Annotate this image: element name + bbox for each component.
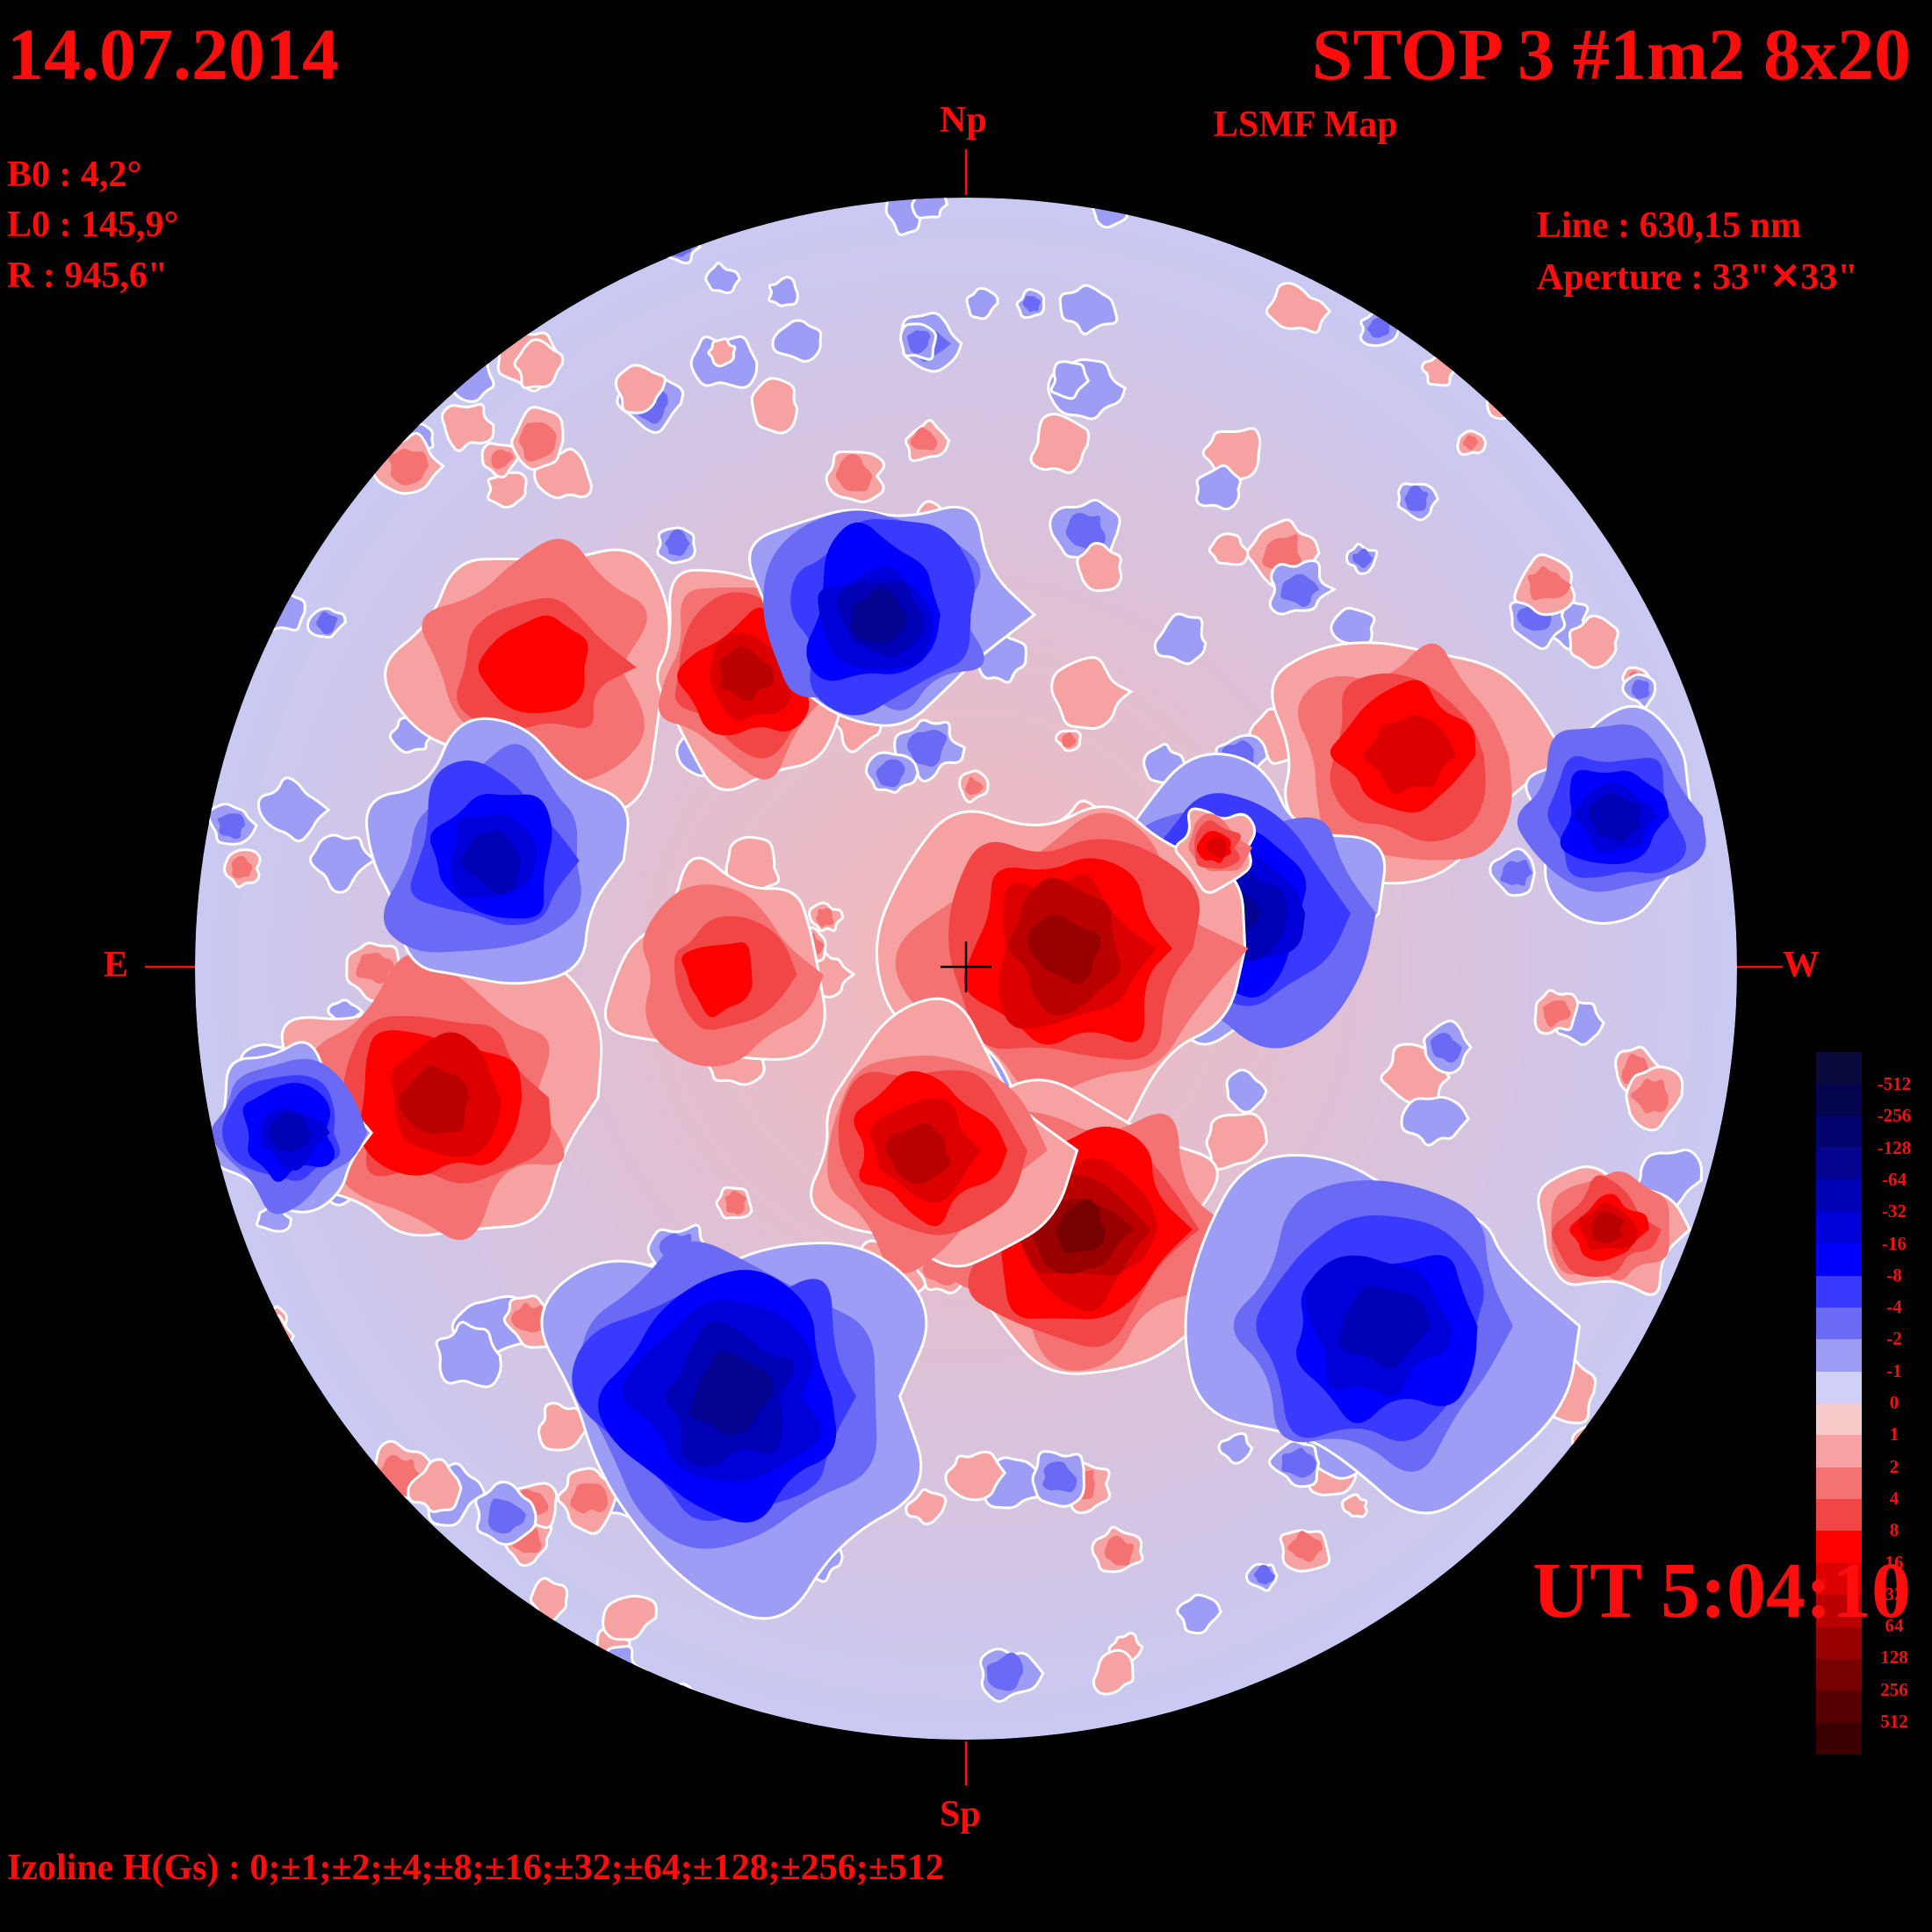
colorbar-segment bbox=[1816, 1467, 1862, 1500]
colorbar-label: 128 bbox=[1880, 1647, 1908, 1669]
colorbar-segment bbox=[1816, 1179, 1862, 1213]
colorbar-label: -16 bbox=[1882, 1232, 1907, 1254]
colorbar-segment bbox=[1816, 1052, 1862, 1085]
map-title: STOP 3 #1m2 8x20 bbox=[1311, 14, 1911, 96]
colorbar-segment bbox=[1816, 1307, 1862, 1340]
north-pole-label: Np bbox=[940, 100, 987, 141]
colorbar-segment bbox=[1816, 1690, 1862, 1724]
solar-disk bbox=[195, 198, 1737, 1740]
colorbar-segment bbox=[1816, 1658, 1862, 1691]
colorbar-label: -32 bbox=[1882, 1200, 1907, 1222]
colorbar-label: 64 bbox=[1885, 1615, 1904, 1637]
colorbar-label: -512 bbox=[1877, 1073, 1912, 1094]
colorbar-segment bbox=[1816, 1148, 1862, 1180]
spectral-line: Line : 630,15 nm bbox=[1537, 205, 1802, 246]
param-b0: B0 : 4,2° bbox=[7, 155, 142, 195]
colorbar-segment bbox=[1816, 1531, 1862, 1564]
colorbar-label: -256 bbox=[1877, 1105, 1912, 1127]
colorbar-segment bbox=[1816, 1403, 1862, 1436]
param-l0: L0 : 145,9° bbox=[7, 205, 179, 245]
colorbar-segment bbox=[1816, 1562, 1862, 1596]
west-label: W bbox=[1783, 945, 1820, 985]
aperture-size: Aperture : 33"✕33" bbox=[1537, 257, 1858, 298]
colorbar-label: 8 bbox=[1889, 1519, 1900, 1541]
orientation-ticks bbox=[145, 149, 1783, 1785]
izoline-levels: Izoline H(Gs) : 0;±1;±2;±4;±8;±16;±32;±6… bbox=[7, 1848, 944, 1888]
colorbar-label: 4 bbox=[1889, 1487, 1900, 1509]
colorbar-label: -128 bbox=[1877, 1136, 1912, 1158]
colorbar-segment bbox=[1816, 1211, 1862, 1244]
colorbar-label: 16 bbox=[1885, 1551, 1904, 1573]
colorbar-segment bbox=[1816, 1499, 1862, 1532]
colorbar-label: -1 bbox=[1886, 1359, 1902, 1381]
colorbar-label: 256 bbox=[1880, 1678, 1908, 1700]
colorbar-label: 1 bbox=[1889, 1424, 1900, 1445]
colorbar-segment bbox=[1816, 1435, 1862, 1468]
colorbar-segment bbox=[1816, 1371, 1862, 1404]
colorbar-segment bbox=[1816, 1084, 1862, 1117]
colorbar-segment bbox=[1816, 1115, 1862, 1149]
colorbar-label: 512 bbox=[1880, 1711, 1908, 1732]
colorbar-label: -64 bbox=[1882, 1168, 1907, 1190]
colorbar-label: 2 bbox=[1889, 1455, 1900, 1477]
colorbar-label: -4 bbox=[1886, 1296, 1902, 1318]
colorbar bbox=[1816, 1052, 1862, 1755]
south-pole-label: Sp bbox=[940, 1794, 981, 1835]
colorbar-segment bbox=[1816, 1244, 1862, 1277]
colorbar-label: -8 bbox=[1886, 1264, 1902, 1286]
observation-date: 14.07.2014 bbox=[7, 14, 339, 96]
param-radius: R : 945,6" bbox=[7, 256, 169, 296]
colorbar-label: -2 bbox=[1886, 1328, 1902, 1350]
east-label: E bbox=[104, 945, 129, 985]
colorbar-segment bbox=[1816, 1595, 1862, 1628]
colorbar-segment bbox=[1816, 1626, 1862, 1660]
colorbar-segment bbox=[1816, 1339, 1862, 1373]
colorbar-segment bbox=[1816, 1275, 1862, 1308]
colorbar-label: 32 bbox=[1885, 1582, 1904, 1604]
map-subtitle: LSMF Map bbox=[1214, 105, 1398, 145]
colorbar-label: 0 bbox=[1889, 1392, 1900, 1413]
colorbar-segment bbox=[1816, 1722, 1862, 1755]
universal-time: UT 5:04:10 bbox=[1532, 1547, 1911, 1634]
